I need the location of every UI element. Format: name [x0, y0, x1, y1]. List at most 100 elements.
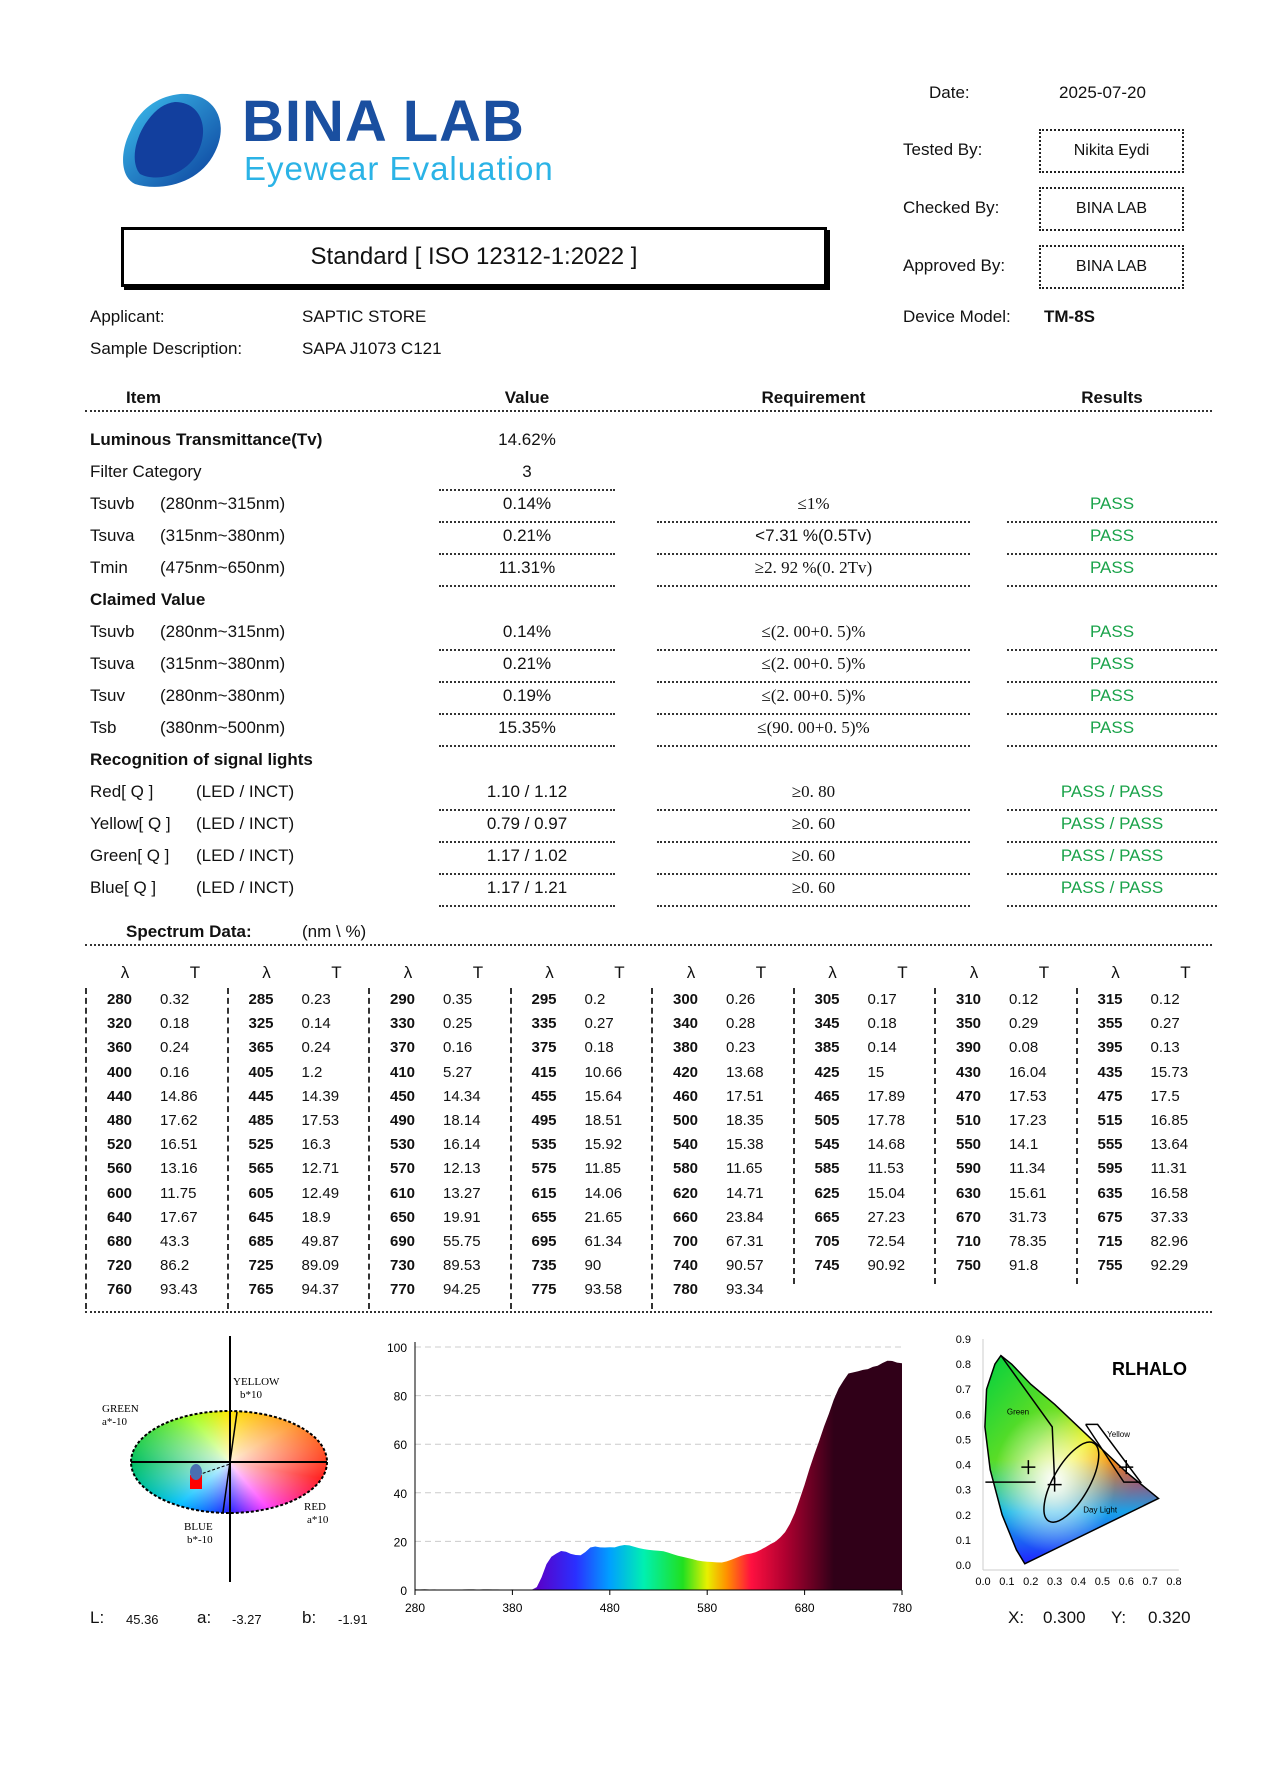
spectrum-transmittance: 93.58: [584, 1281, 623, 1299]
cie-diagram: 0.0 0.1 0.2 0.3 0.4 0.5 0.6 0.7 0.8 0.0 0.1 0.2 0.3 0…: [956, 1334, 1187, 1588]
cie-daylight-region: [1043, 1441, 1100, 1523]
spectrum-transmittance: 12.49: [301, 1184, 340, 1202]
y-tick-label: 100: [387, 1341, 407, 1355]
row-result: PASS / PASS: [1060, 878, 1164, 897]
spectrum-transmittance: 13.16: [160, 1160, 198, 1178]
spectrum-wavelength: 480: [107, 1112, 133, 1129]
lab-green-sub: a*-10: [102, 1416, 128, 1428]
standard-title: Standard [ ISO 12312-1:2022 ]: [310, 243, 638, 270]
spectrum-area: [415, 1360, 902, 1590]
row-range: (280nm~315nm): [160, 494, 286, 513]
logo-mark-icon: [123, 93, 221, 187]
y-tick-label: 20: [394, 1535, 408, 1549]
col-header-wavelength: λ: [120, 963, 130, 982]
date-value: 2025-07-20: [1059, 83, 1146, 102]
spectrum-wavelength: 730: [390, 1257, 416, 1275]
spectrum-transmittance: 31.73: [1009, 1208, 1047, 1226]
spectrum-transmittance: 11.85: [584, 1160, 621, 1178]
spectrum-transmittance: 17.78: [867, 1112, 906, 1129]
result-underline: [1007, 905, 1217, 907]
spectrum-transmittance: 5.27: [443, 1063, 473, 1081]
spectrum-wavelength: 585: [814, 1160, 840, 1178]
spectrum-wavelength: 720: [107, 1257, 133, 1275]
requirement-underline: [657, 585, 970, 587]
col-header-transmittance: T: [189, 963, 201, 982]
y-tick-label: 60: [394, 1438, 408, 1452]
row-label: Yellow[ Q ]: [90, 814, 171, 833]
value-underline: [439, 521, 615, 523]
spectrum-transmittance: 0.14: [301, 1015, 331, 1033]
row-range: (315nm~380nm): [160, 526, 286, 545]
spectrum-transmittance: 16.14: [443, 1136, 481, 1154]
checked-by-box: BINA LAB: [1039, 187, 1184, 231]
row-result: PASS / PASS: [1060, 814, 1164, 833]
row-requirement: ≥2. 92 %(0. 2Tv): [754, 558, 873, 577]
x-tick-label: 680: [795, 1601, 815, 1615]
lab-green-label: GREEN: [102, 1403, 139, 1415]
spectrum-wavelength: 365: [248, 1039, 274, 1057]
spectrum-wavelength: 620: [673, 1184, 699, 1202]
col-header-transmittance: T: [1038, 963, 1050, 982]
col-header-wavelength: λ: [545, 963, 554, 982]
col-header-wavelength: λ: [403, 963, 413, 982]
spectrum-wavelength: 665: [814, 1208, 840, 1226]
cie-x-tick-label: 0.2: [1023, 1576, 1038, 1588]
spectrum-wavelength: 705: [814, 1233, 840, 1250]
col-header-wavelength: λ: [828, 963, 837, 982]
spectrum-wavelength: 525: [248, 1136, 274, 1154]
row-range: (380nm~500nm): [160, 718, 286, 737]
row-value: 0.19%: [502, 686, 552, 705]
spectrum-wavelength: 360: [107, 1039, 133, 1057]
lab-yellow-label: YELLOW: [233, 1376, 280, 1388]
row-value: 11.31%: [498, 558, 556, 577]
row-label: Tsuvb: [90, 494, 135, 513]
spectrum-wavelength: 750: [956, 1257, 982, 1275]
spectrum-wavelength: 745: [814, 1257, 840, 1275]
y-tick-label: 40: [394, 1487, 408, 1501]
spectrum-transmittance: 78.35: [1009, 1233, 1047, 1250]
sample-label: Sample Description:: [90, 339, 243, 358]
cie-green-label: Green: [1007, 1407, 1029, 1416]
logo: BINA LAB Eyewear Evaluation: [120, 89, 600, 192]
cie-y-label: Y:: [1111, 1608, 1127, 1627]
cie-crosshair-icon: [1119, 1460, 1134, 1475]
lab-red-sub: a*10: [307, 1514, 329, 1526]
spectrum-wavelength: 350: [956, 1015, 982, 1033]
lab-axes: YELLOW b*10 GREEN a*-10 RED a*10 BLUE b*…: [102, 1336, 329, 1582]
spectrum-transmittance: 16.58: [1150, 1184, 1189, 1202]
spectrum-transmittance: 14.39: [301, 1087, 340, 1105]
spectrum-transmittance: 14.71: [726, 1184, 764, 1202]
spectrum-transmittance: 0.26: [726, 991, 756, 1008]
spectrum-transmittance: 0.17: [867, 991, 897, 1008]
spectrum-title: Spectrum Data:: [126, 922, 252, 941]
header-requirement: Requirement: [761, 388, 866, 407]
row-range: (280nm~380nm): [160, 686, 286, 705]
spectrum-wavelength: 440: [107, 1087, 133, 1105]
spectrum-wavelength: 775: [531, 1281, 557, 1299]
spectrum-transmittance: 23.84: [726, 1208, 764, 1226]
spectrum-transmittance: 19.91: [443, 1208, 481, 1226]
spectrum-transmittance: 90: [584, 1257, 602, 1275]
cie-y-tick-label: 0.6: [956, 1409, 971, 1421]
row-value: 0.79 / 0.97: [486, 814, 568, 833]
spectrum-wavelength: 560: [107, 1160, 133, 1178]
row-result: PASS: [1089, 718, 1135, 737]
spectrum-column-separator: [934, 988, 936, 1285]
standard-box: Standard [ ISO 12312-1:2022 ]: [121, 227, 827, 287]
row-value: 1.17 / 1.21: [486, 878, 568, 897]
spectrum-wavelength: 660: [673, 1208, 699, 1226]
spectrum-transmittance: 14.06: [584, 1184, 623, 1202]
spectrum-transmittance: 43.3: [160, 1233, 190, 1250]
lab-sample-point: [190, 1464, 202, 1480]
value-underline: [439, 809, 615, 811]
cie-x-value: 0.300: [1043, 1608, 1086, 1627]
spectrum-column-separator: [368, 988, 370, 1309]
spectrum-wavelength: 485: [248, 1112, 274, 1129]
spectrum-chart: 0 20 40 60 80 100 280 380 480 580 680 780: [387, 1341, 912, 1615]
spectrum-transmittance: 18.51: [584, 1112, 623, 1129]
spectrum-wavelength: 355: [1097, 1015, 1123, 1033]
spectrum-wavelength: 605: [248, 1184, 274, 1202]
row-result: PASS: [1089, 494, 1135, 513]
spectrum-wavelength: 435: [1097, 1063, 1123, 1081]
row-result: PASS: [1089, 654, 1135, 673]
